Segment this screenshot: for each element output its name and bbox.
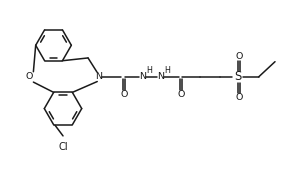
Text: O: O xyxy=(26,73,33,81)
Text: N: N xyxy=(95,73,102,81)
Text: H: H xyxy=(164,66,170,75)
Text: O: O xyxy=(235,52,243,61)
Text: N: N xyxy=(157,72,164,81)
Text: O: O xyxy=(177,90,185,99)
Text: O: O xyxy=(120,90,127,99)
Text: Cl: Cl xyxy=(58,142,68,152)
Text: N: N xyxy=(139,72,146,81)
Text: O: O xyxy=(235,93,243,102)
Text: S: S xyxy=(234,70,241,83)
Text: H: H xyxy=(146,66,152,75)
